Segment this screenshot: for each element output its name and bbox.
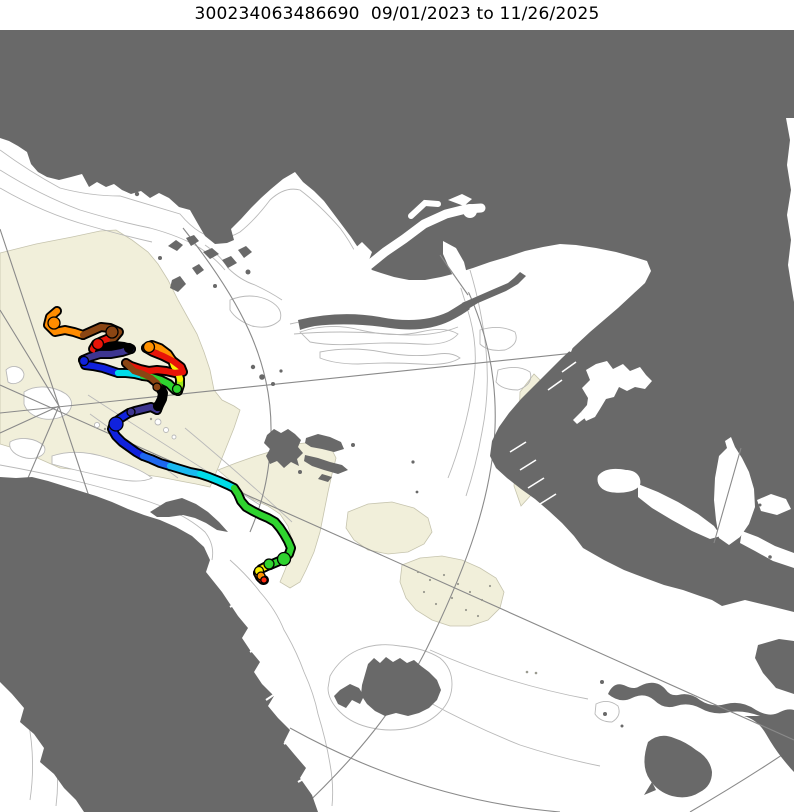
gulf-of-finland: [638, 484, 721, 539]
shaded-region-denmark-strait-b: [399, 555, 505, 627]
landmass-iceland-westfjords: [334, 684, 364, 708]
plot-title: 300234063486690 09/01/2023 to 11/26/2025: [194, 4, 600, 24]
track-position-marker: [105, 325, 119, 339]
track-position-marker: [108, 416, 124, 432]
shelf-shading-layer: [0, 229, 552, 627]
islands-british-east-arm: [744, 716, 794, 772]
track-segment: [79, 345, 135, 364]
islands-svalbard-ne: [305, 434, 344, 452]
track-position-marker: [152, 400, 164, 412]
shaded-region-greenland-shelf: [217, 441, 337, 589]
coastal-channel-branch: [408, 199, 441, 219]
lake-ladoga: [597, 468, 641, 493]
track-position-marker: [126, 407, 136, 417]
track-position-marker: [142, 340, 156, 354]
greenland-fjords: [229, 599, 311, 783]
island-novaya-zemlya-north: [462, 272, 526, 309]
norway-fjords: [509, 361, 577, 505]
islands-british-north-chain: [608, 682, 794, 721]
islands-franz-josef: [158, 235, 252, 292]
islands-svalbard-s: [318, 474, 332, 482]
track-position-marker: [78, 355, 90, 367]
track-position-marker: [47, 316, 61, 330]
track-position-marker: [91, 337, 105, 351]
white-sea: [581, 361, 652, 421]
island-novaya-zemlya: [298, 302, 470, 330]
baltic-exit-channel: [740, 531, 794, 568]
track-position-marker: [171, 383, 183, 395]
gulf-of-bothnia: [714, 437, 755, 545]
track-segment: [139, 452, 174, 470]
track-position-marker: [123, 342, 135, 354]
track-segment: [166, 462, 204, 478]
small-islets: [134, 191, 624, 728]
graticule-over-water: [369, 254, 794, 741]
islands-british-south: [644, 735, 712, 798]
track-position-marker: [152, 382, 162, 392]
track-position-marker: [260, 576, 268, 584]
landmass-greenland-ne-cape: [150, 498, 228, 532]
kara-coast-sliver: [786, 118, 794, 302]
track-segment: [122, 344, 187, 377]
islands-svalbard-se: [304, 455, 348, 474]
islet-small-sw: [644, 782, 656, 795]
landmass-eurasia: [0, 30, 794, 612]
landmass-layer: [0, 30, 794, 812]
landmass-denmark: [755, 639, 794, 694]
landmass-greenland: [0, 477, 318, 812]
islet-rings: [93, 417, 177, 440]
coastal-bay: [443, 241, 470, 293]
track-segment: [44, 307, 87, 339]
shaded-region-denmark-strait-a: [345, 501, 433, 555]
sounding-dots: [416, 570, 538, 675]
track-segment: [196, 470, 238, 492]
landmass-iceland: [361, 657, 441, 716]
drift-track-markers: [47, 316, 292, 584]
track-position-marker: [263, 558, 275, 570]
islands-svalbard: [264, 429, 303, 468]
track-position-marker: [276, 551, 292, 567]
inland-water-layer: [229, 118, 794, 783]
